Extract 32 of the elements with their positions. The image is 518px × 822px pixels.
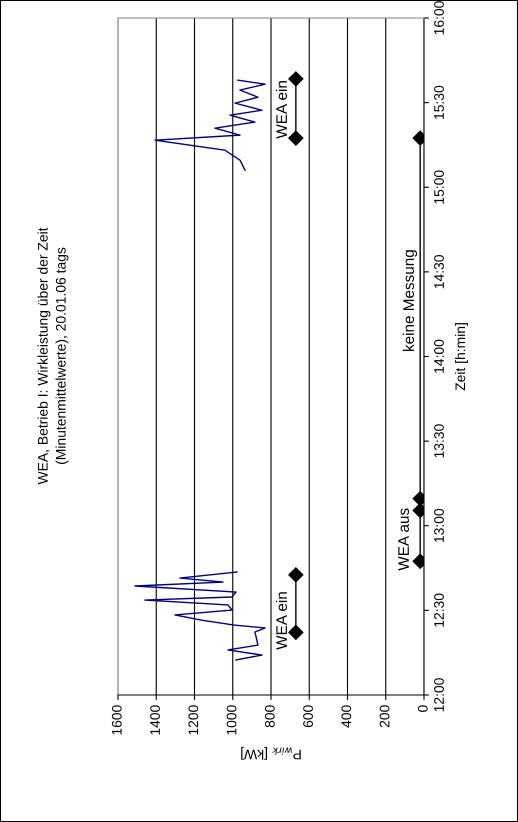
y-tick-label: 12:30 bbox=[434, 594, 444, 627]
x-tick-label: 1400 bbox=[150, 705, 160, 735]
annotation: keine Messung bbox=[402, 250, 418, 351]
x-tick-label: 0 bbox=[418, 705, 428, 712]
text: (Minutenmittelwerte), 20.01.06 tags bbox=[56, 248, 68, 464]
y-tick-label: 16:00 bbox=[434, 1, 444, 34]
annotation: WEA aus bbox=[398, 508, 409, 571]
y-tick-label: 14:00 bbox=[434, 340, 444, 373]
line-series bbox=[154, 79, 266, 171]
point bbox=[288, 624, 304, 640]
point bbox=[288, 130, 304, 146]
x-tick-label: 800 bbox=[264, 705, 275, 728]
y-tick-label: 12:00 bbox=[434, 678, 444, 712]
y-tick-label: 14:30 bbox=[434, 255, 444, 288]
text: WEA, Betrieb I: Wirkleistung über der Zeit bbox=[38, 228, 50, 484]
x-tick-label: 200 bbox=[380, 705, 390, 728]
annotation: WEA ein bbox=[276, 81, 288, 139]
y-tick-label: 15:00 bbox=[434, 170, 444, 204]
y-tick-label: 13:00 bbox=[434, 508, 444, 542]
x-tick-label: 1600 bbox=[112, 705, 122, 735]
x-tick-label: 1000 bbox=[226, 705, 236, 735]
line-series bbox=[134, 571, 266, 661]
y-axis-title: Zeit [h:min] bbox=[455, 323, 468, 390]
y-tick-label: 13:30 bbox=[434, 424, 444, 458]
y-tick-label: 15:30 bbox=[434, 86, 444, 119]
x-axis-title: P$_{wirk}$ [kW] bbox=[241, 746, 301, 760]
point bbox=[288, 567, 304, 582]
x-tick-label: 400 bbox=[341, 705, 352, 728]
x-tick-label: 1200 bbox=[188, 705, 198, 735]
point bbox=[288, 71, 304, 86]
annotation: WEA ein bbox=[276, 592, 288, 650]
x-tick-label: 600 bbox=[303, 705, 313, 728]
